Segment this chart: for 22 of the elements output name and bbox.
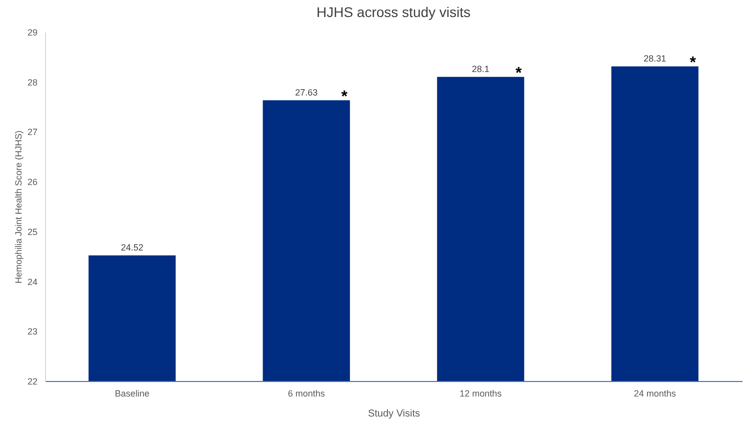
x-tick-label: 24 months bbox=[634, 388, 676, 398]
y-tick-label: 22 bbox=[27, 376, 38, 386]
data-label: 24.52 bbox=[120, 242, 144, 252]
annotation: * bbox=[516, 64, 523, 82]
x-tick-label: 6 months bbox=[288, 388, 326, 398]
annotation: * bbox=[341, 88, 348, 106]
y-tick-label: 28 bbox=[27, 77, 38, 88]
y-tick-label: 26 bbox=[27, 177, 38, 188]
chart-title: HJHS across study visits bbox=[316, 4, 471, 20]
y-tick-label: 29 bbox=[27, 28, 38, 38]
y-tick-label: 27 bbox=[27, 127, 38, 138]
annotation: * bbox=[690, 54, 697, 72]
data-label: 28.1 bbox=[472, 64, 490, 74]
y-tick-label: 23 bbox=[27, 326, 38, 337]
data-label: 27.63 bbox=[295, 87, 318, 98]
x-axis-title: Study Visits bbox=[368, 408, 420, 420]
data-label: 28.31 bbox=[644, 53, 666, 64]
y-tick-label: 25 bbox=[27, 226, 38, 237]
y-axis-title: Hemophilia Joint Health Score (HJHS) bbox=[13, 130, 24, 284]
x-tick-label: 12 months bbox=[460, 388, 502, 398]
y-tick-label: 24 bbox=[27, 276, 38, 287]
x-tick-label: Baseline bbox=[114, 388, 150, 398]
